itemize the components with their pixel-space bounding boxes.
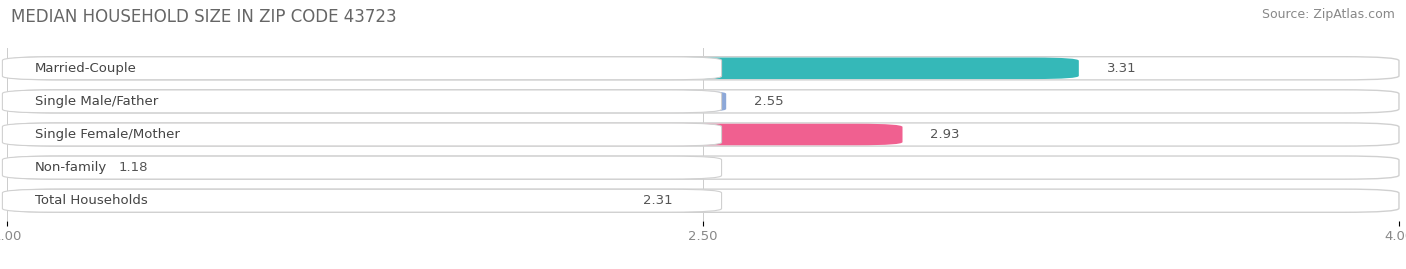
FancyBboxPatch shape	[18, 91, 725, 112]
FancyBboxPatch shape	[7, 189, 1399, 212]
Text: 3.31: 3.31	[1107, 62, 1136, 75]
FancyBboxPatch shape	[7, 57, 1399, 80]
FancyBboxPatch shape	[3, 90, 721, 113]
FancyBboxPatch shape	[3, 123, 721, 146]
Text: 2.55: 2.55	[754, 95, 783, 108]
Text: 2.93: 2.93	[931, 128, 960, 141]
FancyBboxPatch shape	[3, 156, 721, 179]
Text: Source: ZipAtlas.com: Source: ZipAtlas.com	[1261, 8, 1395, 21]
Text: 1.18: 1.18	[118, 161, 148, 174]
Text: Married-Couple: Married-Couple	[35, 62, 136, 75]
FancyBboxPatch shape	[7, 156, 1399, 179]
FancyBboxPatch shape	[7, 90, 1399, 113]
Text: MEDIAN HOUSEHOLD SIZE IN ZIP CODE 43723: MEDIAN HOUSEHOLD SIZE IN ZIP CODE 43723	[11, 8, 396, 26]
FancyBboxPatch shape	[7, 123, 1399, 146]
Text: Single Female/Mother: Single Female/Mother	[35, 128, 180, 141]
FancyBboxPatch shape	[3, 189, 721, 212]
FancyBboxPatch shape	[18, 157, 90, 178]
FancyBboxPatch shape	[3, 57, 721, 80]
Text: Total Households: Total Households	[35, 194, 148, 207]
FancyBboxPatch shape	[18, 190, 614, 211]
FancyBboxPatch shape	[18, 58, 1078, 79]
Text: 2.31: 2.31	[643, 194, 672, 207]
Text: Single Male/Father: Single Male/Father	[35, 95, 157, 108]
Text: Non-family: Non-family	[35, 161, 107, 174]
FancyBboxPatch shape	[18, 124, 903, 145]
